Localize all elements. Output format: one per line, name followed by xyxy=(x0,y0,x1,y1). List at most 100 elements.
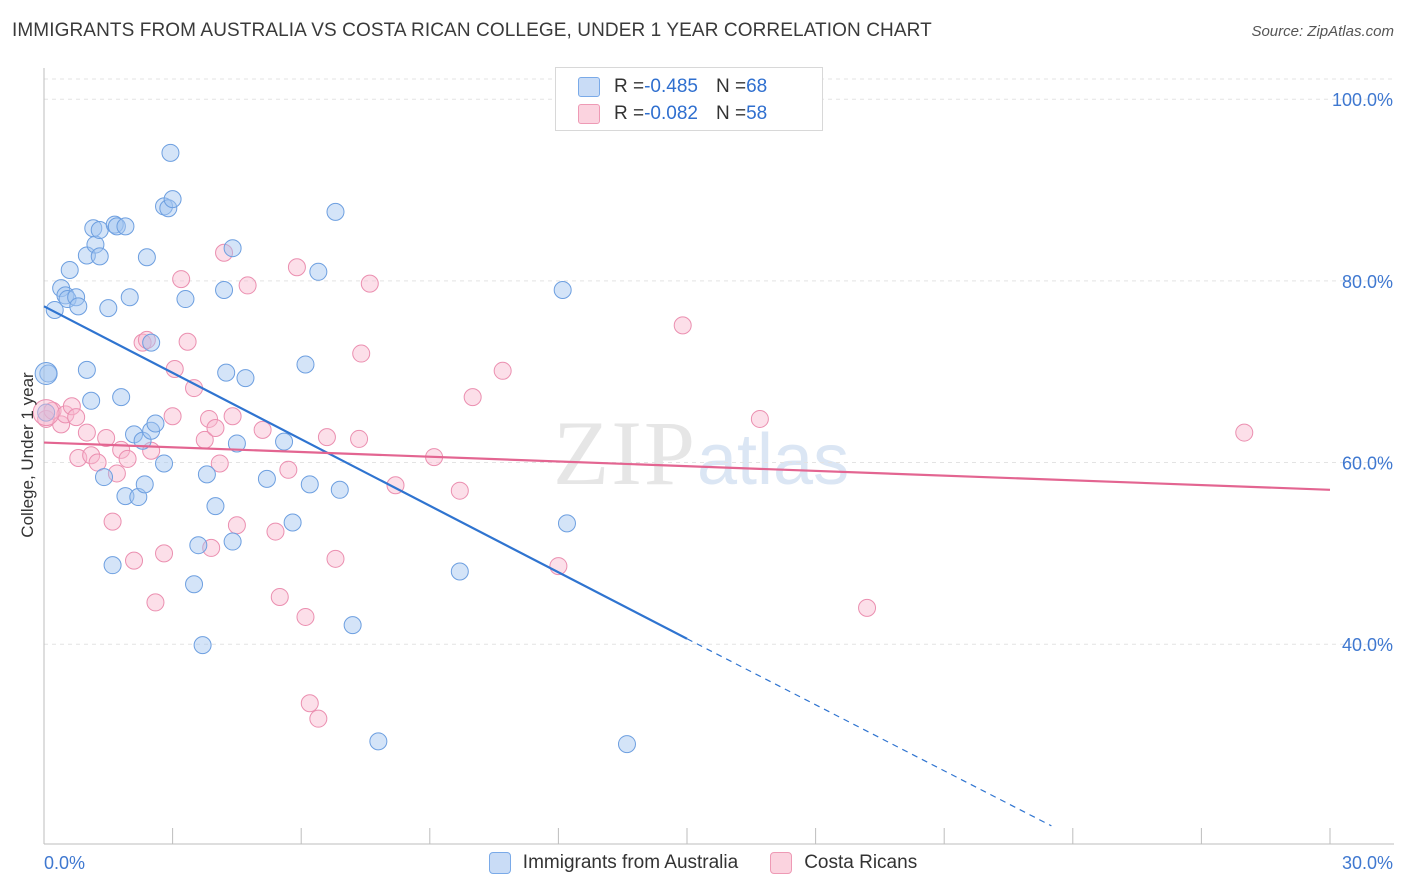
legend-n-value: 58 xyxy=(746,103,768,124)
costa-rican-point xyxy=(178,332,197,351)
costa-rican-point xyxy=(279,460,298,479)
legend-r-label: R = xyxy=(614,103,645,124)
costa-rican-point xyxy=(223,407,242,426)
australia-point xyxy=(300,475,319,494)
australia-point xyxy=(450,562,469,581)
costa-rican-point xyxy=(82,446,101,465)
costa-rican-point xyxy=(163,407,182,426)
costa-rican-point xyxy=(206,419,225,438)
australia-point xyxy=(309,262,328,281)
costa-rican-point xyxy=(287,258,306,277)
y-tick-label: 100.0% xyxy=(1332,90,1393,110)
costa-rican-point xyxy=(67,408,86,427)
australia-point xyxy=(217,363,236,382)
costa-rican-point xyxy=(200,409,219,428)
australia-point xyxy=(197,465,216,484)
costa-rican-point xyxy=(350,429,369,448)
costa-rican-point xyxy=(77,423,96,442)
costa-rican-point xyxy=(1235,423,1254,442)
legend-swatch-australia xyxy=(578,77,600,97)
australia-trend-line xyxy=(43,305,688,640)
x-tick-label: 30.0% xyxy=(1342,853,1393,873)
australia-point xyxy=(223,532,242,551)
costa-rican-point xyxy=(227,516,246,535)
australia-point xyxy=(617,735,636,754)
australia-point xyxy=(227,434,246,453)
correlation-legend: R = -0.485 N = 68 R = -0.082 N = 58 xyxy=(555,67,823,131)
australia-point xyxy=(185,575,204,594)
series-legend: Immigrants from Australia Costa Ricans xyxy=(0,852,1406,874)
legend-item-australia[interactable]: Immigrants from Australia xyxy=(488,852,739,874)
costa-rican-point xyxy=(155,544,174,563)
costa-rican-point xyxy=(296,607,315,626)
australia-point xyxy=(189,536,208,555)
australia-point xyxy=(257,469,276,488)
australia-point xyxy=(69,297,88,316)
costa-rican-point xyxy=(97,429,116,448)
costa-rican-point xyxy=(493,361,512,380)
australia-point xyxy=(146,414,165,433)
costa-rican-point xyxy=(750,409,769,428)
costa-rican-point xyxy=(266,522,285,541)
costa-rican-point xyxy=(317,428,336,447)
australia-point xyxy=(99,299,118,318)
costa-rican-point xyxy=(103,512,122,531)
legend-n-label: N = xyxy=(715,76,747,97)
costa-rican-point xyxy=(360,274,379,293)
costa-rican-point xyxy=(215,243,234,262)
australia-point xyxy=(77,360,96,379)
watermark-atlas: atlas xyxy=(697,420,850,500)
costa-rican-point xyxy=(463,388,482,407)
chart-title: IMMIGRANTS FROM AUSTRALIA VS COSTA RICAN… xyxy=(12,20,932,41)
australia-point xyxy=(135,475,154,494)
australia-point xyxy=(223,239,242,258)
y-tick-label: 60.0% xyxy=(1342,454,1393,474)
australia-point xyxy=(90,221,109,240)
costa-rican-point xyxy=(32,399,60,427)
legend-r-value: -0.485 xyxy=(644,76,698,97)
australia-point xyxy=(193,636,212,655)
australia-point xyxy=(90,247,109,266)
australia-point xyxy=(283,513,302,532)
legend-label-costa-rican: Costa Ricans xyxy=(804,852,918,873)
y-axis-label: College, Under 1 year xyxy=(18,372,37,538)
legend-r-label: R = xyxy=(614,76,645,97)
costa-rican-point xyxy=(146,593,165,612)
australia-point xyxy=(369,732,388,751)
australia-point xyxy=(103,556,122,575)
australia-point xyxy=(343,616,362,635)
australia-point xyxy=(86,235,105,254)
legend-label-australia: Immigrants from Australia xyxy=(522,852,739,873)
costa-rican-point xyxy=(450,481,469,500)
australia-point xyxy=(95,468,114,487)
costa-rican-point xyxy=(352,344,371,363)
costa-rican-point xyxy=(125,551,144,570)
legend-row-costa-rican: R = -0.082 N = 58 xyxy=(578,103,767,125)
australia-point xyxy=(82,391,101,410)
australia-trend-extension xyxy=(686,638,1052,827)
australia-point xyxy=(330,480,349,499)
legend-item-costa-rican[interactable]: Costa Ricans xyxy=(770,852,917,874)
watermark-zip: ZIP xyxy=(553,402,697,504)
australia-point xyxy=(34,362,58,386)
legend-swatch-australia xyxy=(488,852,511,874)
costa-rican-point xyxy=(858,598,877,617)
legend-n-value: 68 xyxy=(746,76,768,97)
australia-point xyxy=(275,432,294,451)
watermark: ZIPatlas xyxy=(553,400,849,506)
costa-rican-point xyxy=(238,276,257,295)
costa-rican-trend-line xyxy=(43,441,1331,491)
australia-point xyxy=(120,288,139,307)
legend-row-australia: R = -0.485 N = 68 xyxy=(578,76,767,98)
australia-point xyxy=(137,248,156,267)
costa-rican-point xyxy=(309,709,328,728)
australia-point xyxy=(557,514,576,533)
australia-point xyxy=(176,290,195,309)
source-label: Source: ZipAtlas.com xyxy=(1251,23,1394,40)
australia-point xyxy=(236,369,255,388)
legend-n-label: N = xyxy=(715,103,747,124)
y-tick-label: 80.0% xyxy=(1342,272,1393,292)
costa-rican-point xyxy=(210,454,229,473)
costa-rican-point xyxy=(300,694,319,713)
